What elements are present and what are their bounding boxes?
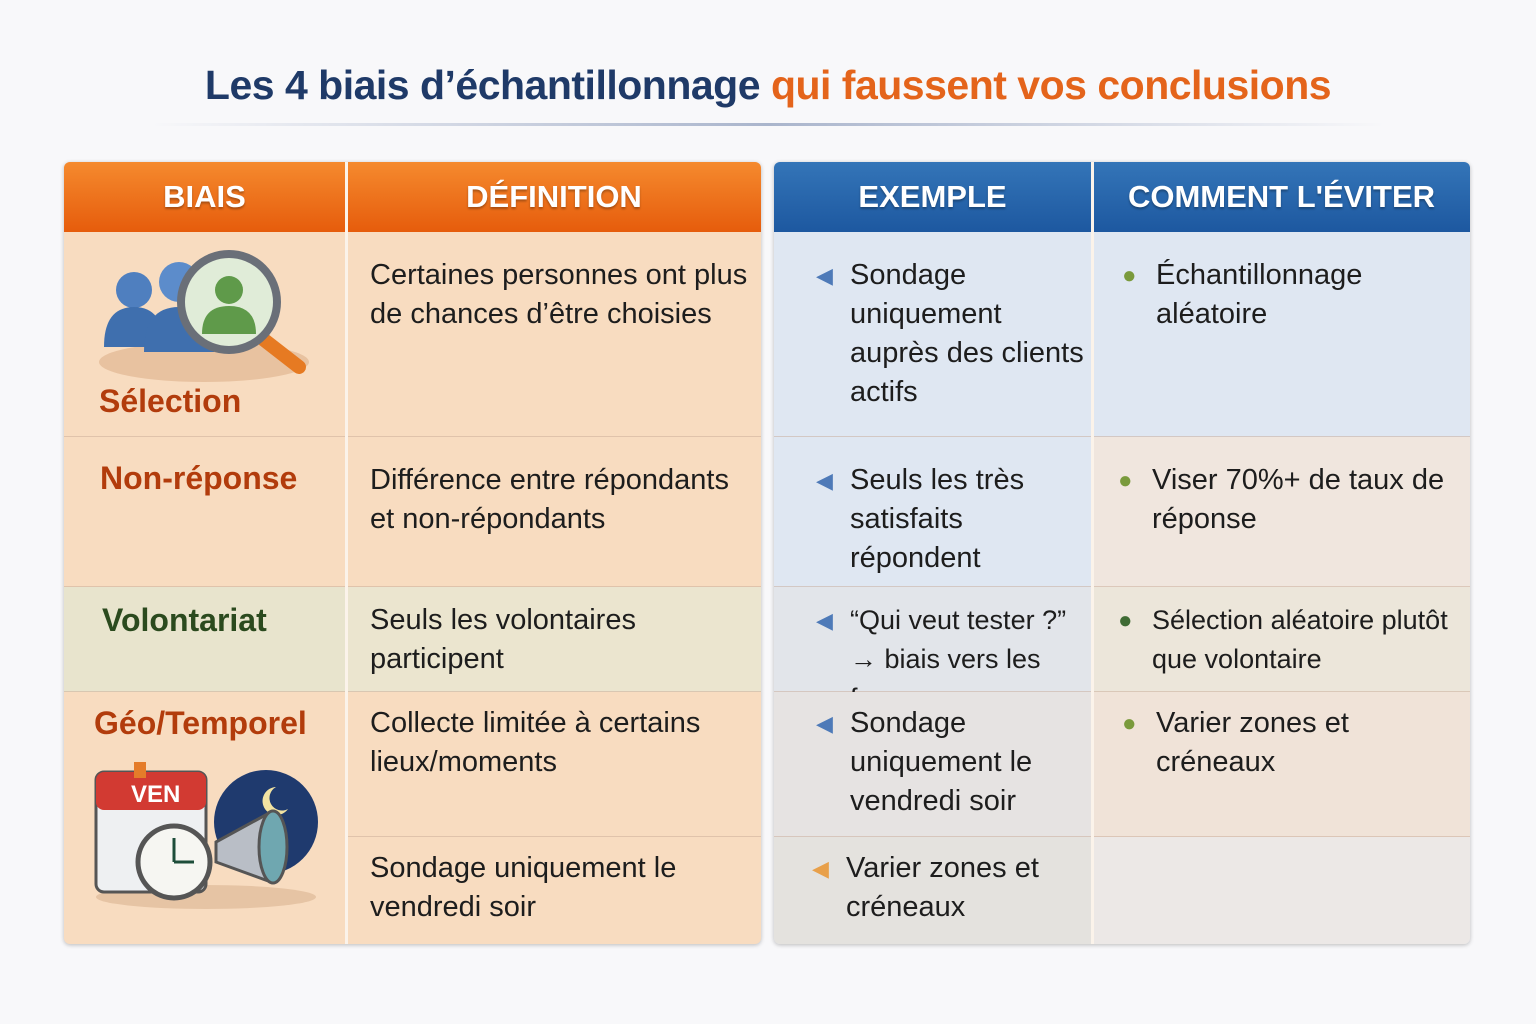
title-accent: qui faussent vos conclusions: [770, 62, 1332, 108]
avoid-text: Viser 70%+ de taux de réponse: [1152, 464, 1445, 535]
definition-cell: Seuls les volontaires participent: [348, 587, 761, 692]
example-text: Sondage uniquement auprès des clients ac…: [850, 259, 1084, 408]
bias-label: Géo/Temporel: [94, 705, 307, 741]
example-cell: ◀ Sondage uniquement auprès des clients a…: [774, 232, 1091, 437]
example-cell: ◀ Varier zones et créneaux: [774, 837, 1091, 944]
header-biais: BIAIS: [64, 162, 345, 232]
avoid-cell: ● Sélection aléatoire plutôt que volontai…: [1094, 587, 1470, 692]
bias-label: Non-réponse: [100, 460, 298, 496]
column-divider: [345, 162, 348, 944]
example-cell: ◀ Sondage uniquement le vendredi soir: [774, 692, 1091, 837]
definition-cell: Différence entre répondants et non-répon…: [348, 437, 761, 587]
bias-selection: Sélection: [64, 232, 345, 437]
people-magnifier-icon: [99, 250, 309, 382]
example-text: Seuls les très satisfaits répondent: [850, 464, 1025, 574]
example-quote: “Qui veut tester ?”: [850, 605, 1067, 635]
triangle-left-icon: ◀: [816, 468, 833, 493]
calendar-label: VEN: [131, 781, 180, 808]
right-table: EXEMPLE COMMENT L'ÉVITER ◀ Sondage unique…: [774, 162, 1470, 944]
avoid-cell: ● Viser 70%+ de taux de réponse: [1094, 437, 1470, 587]
triangle-left-icon: ◀: [816, 608, 833, 633]
example-text: Varier zones et créneaux: [846, 852, 1039, 923]
avoid-text: Varier zones et créneaux: [1156, 707, 1349, 778]
left-table: BIAIS DÉFINITION Sélection Non-réponse V…: [64, 162, 761, 944]
triangle-left-icon: ◀: [812, 856, 829, 881]
bias-non-reponse: Non-réponse: [64, 437, 345, 587]
header-exemple: EXEMPLE: [774, 162, 1091, 232]
avoid-cell: ● Échantillonnage aléatoire: [1094, 232, 1470, 437]
definition-cell: Collecte limitée à certains lieux/moment…: [348, 692, 761, 837]
avoid-cell-empty: [1094, 837, 1470, 944]
header-eviter: COMMENT L'ÉVITER: [1093, 162, 1470, 232]
avoid-text: Échantillonnage aléatoire: [1156, 259, 1363, 330]
dot-icon: ●: [1118, 467, 1133, 494]
example-text: Sondage uniquement le vendredi soir: [850, 707, 1033, 817]
header-definition: DÉFINITION: [347, 162, 761, 232]
triangle-left-icon: ◀: [816, 263, 833, 288]
triangle-left-icon: ◀: [816, 711, 833, 736]
bias-volontariat: Volontariat: [64, 587, 345, 692]
dot-icon: ●: [1122, 710, 1137, 737]
definition-cell: Certaines personnes ont plus de chances …: [348, 232, 761, 437]
page-title: Les 4 biais d’échantillonnage qui fausse…: [0, 62, 1536, 109]
avoid-cell: ● Varier zones et créneaux: [1094, 692, 1470, 837]
avoid-text: Sélection aléatoire plutôt que volontair…: [1152, 605, 1448, 674]
dot-icon: ●: [1122, 262, 1137, 289]
calendar-clock-megaphone-icon: VEN: [94, 762, 318, 909]
title-main: Les 4 biais d’échantillonnage: [204, 62, 761, 108]
example-cell: ◀“Qui veut tester ?”→ biais vers les fan…: [774, 587, 1091, 713]
definition-cell: Sondage uniquement le vendredi soir: [370, 852, 677, 923]
bias-label: Volontariat: [102, 602, 267, 638]
title-divider: [150, 123, 1386, 126]
bias-label: Sélection: [99, 383, 242, 419]
column-divider: [1091, 162, 1094, 944]
dot-icon: ●: [1118, 607, 1133, 634]
bias-geo-temporel: Géo/Temporel VEN: [64, 692, 345, 944]
example-cell: ◀ Seuls les très satisfaits répondent: [774, 437, 1091, 587]
